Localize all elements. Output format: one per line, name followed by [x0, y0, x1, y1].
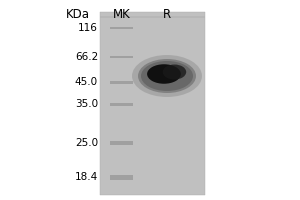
- Bar: [110, 27, 133, 29]
- Bar: [110, 102, 133, 106]
- Bar: [110, 141, 133, 145]
- Ellipse shape: [147, 64, 181, 84]
- Bar: [100, 12, 205, 195]
- Ellipse shape: [138, 59, 196, 93]
- Ellipse shape: [163, 64, 186, 79]
- Bar: [110, 56, 133, 58]
- Ellipse shape: [132, 55, 202, 97]
- Text: 45.0: 45.0: [75, 77, 98, 87]
- Text: KDa: KDa: [66, 8, 90, 21]
- Bar: [110, 174, 133, 180]
- Text: R: R: [163, 8, 171, 21]
- Bar: [110, 80, 133, 84]
- Ellipse shape: [141, 61, 193, 91]
- Text: 18.4: 18.4: [75, 172, 98, 182]
- Text: 35.0: 35.0: [75, 99, 98, 109]
- Text: 25.0: 25.0: [75, 138, 98, 148]
- Text: 66.2: 66.2: [75, 52, 98, 62]
- Text: 116: 116: [78, 23, 98, 33]
- Text: MK: MK: [113, 8, 131, 21]
- Bar: [100, 16, 205, 18]
